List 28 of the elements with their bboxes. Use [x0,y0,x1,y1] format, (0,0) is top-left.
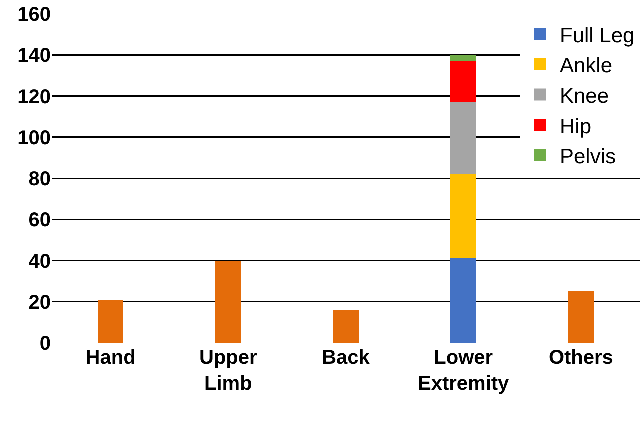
y-tick-label: 0 [40,333,51,355]
y-tick-label: 100 [18,127,51,150]
x-tick-label: Upper Limb [200,347,258,395]
bar [450,102,477,174]
x-tick-label: Back [322,347,371,369]
legend-label: Pelvis [560,146,616,169]
bar [450,55,477,62]
bar [215,260,242,343]
bar [333,310,359,343]
legend-label: Full Leg [560,24,635,48]
legend-label: Hip [560,115,592,138]
bar [450,258,477,343]
y-tick-label: 40 [28,250,51,273]
bar [98,300,124,343]
x-tick-label: Hand [86,347,136,369]
y-tick-label: 120 [18,86,51,108]
legend-label: Ankle [560,54,613,78]
x-tick-label: Others [548,347,614,369]
bar [450,61,477,102]
y-tick-label: 160 [18,4,51,26]
y-tick-label: 140 [18,45,51,68]
x-tick-label: Lower Extremity [418,347,510,395]
y-tick-label: 60 [28,210,51,232]
bar [450,174,477,259]
y-tick-label: 80 [28,168,51,190]
bar [568,292,594,343]
y-tick-label: 20 [28,292,51,314]
legend-label: Knee [560,84,610,108]
